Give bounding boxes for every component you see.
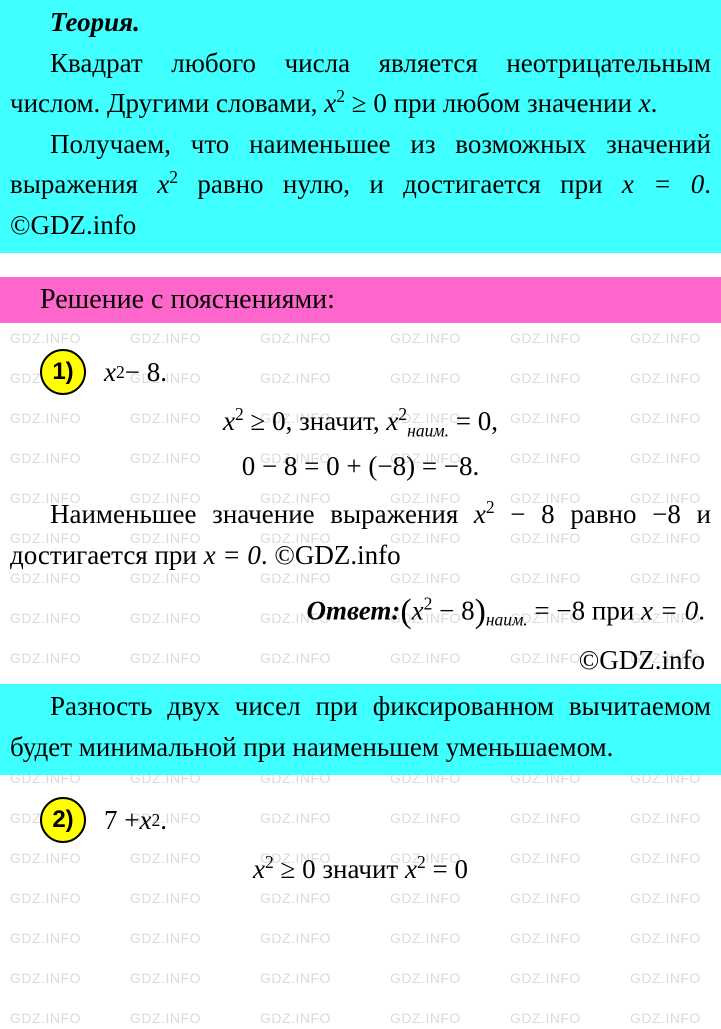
item-1-explain: Наименьшее значение выражения x2 − 8 рав… — [10, 494, 711, 575]
item-1: 1) x2 − 8. x2 ≥ 0, значит, x2наим. = 0, … — [0, 327, 721, 684]
item-1-line3: 0 − 8 = 0 + (−8) = −8. — [10, 446, 711, 487]
item-2: 2) 7 + x2. x2 ≥ 0 значит x2 = 0 — [0, 775, 721, 898]
math-sub: наим. — [407, 420, 449, 440]
item-1-answer: Ответ:(x2 − 8)наим. = −8 при x = 0. — [10, 587, 711, 638]
math-exp: 2 — [336, 86, 345, 106]
math-eq: = 0, — [449, 406, 498, 436]
math-var: x — [157, 169, 169, 199]
math-var: x — [405, 854, 417, 884]
math-tail: − 8. — [125, 352, 167, 393]
item-1-line2: x2 ≥ 0, значит, x2наим. = 0, — [10, 401, 711, 442]
text: при — [585, 595, 641, 625]
math-sub: наим. — [486, 610, 528, 630]
math-var: x — [104, 352, 116, 393]
math-var: x — [139, 800, 151, 841]
math-geq: ≥ 0 — [345, 88, 387, 118]
theory-p1: Квадрат любого числа является неотрицате… — [10, 43, 711, 124]
solution-header-text: Решение с пояснениями: — [40, 284, 335, 315]
item-2-header: 2) 7 + x2. — [10, 797, 711, 843]
math-var: x — [324, 88, 336, 118]
text: . — [651, 88, 658, 118]
math-eq: = 0 — [426, 854, 468, 884]
math-var: x — [386, 406, 398, 436]
note-block: Разность двух чисел при фиксированном вы… — [0, 684, 721, 775]
math-dot: . — [160, 800, 167, 841]
note-text: Разность двух чисел при фиксированном вы… — [10, 686, 711, 767]
text: Наименьшее значение выражения — [50, 499, 474, 529]
math-var: x — [639, 88, 651, 118]
math-var: x — [474, 499, 486, 529]
text: при любом значении — [387, 88, 639, 118]
text: равно нулю, и достигается при — [178, 169, 622, 199]
math-exp: 2 — [235, 404, 244, 424]
math-exp: 2 — [169, 167, 178, 187]
math-eq: x = 0 — [204, 540, 261, 570]
text: значит — [316, 854, 405, 884]
badge-1: 1) — [40, 349, 86, 395]
copyright: ©GDZ.info — [10, 640, 711, 681]
text: . — [698, 595, 705, 625]
math-text: 7 + — [104, 800, 139, 841]
text: значит, — [292, 406, 386, 436]
math-exp: 2 — [398, 404, 407, 424]
math-exp: 2 — [486, 497, 495, 517]
badge-2: 2) — [40, 797, 86, 843]
theory-block: Теория. Квадрат любого числа является не… — [0, 0, 721, 253]
math-var: x — [253, 854, 265, 884]
math-var: x — [412, 595, 424, 625]
math-exp: 2 — [265, 852, 274, 872]
math-geq: ≥ 0, — [244, 406, 293, 436]
math-eq: x = 0 — [641, 595, 698, 625]
math-eq: = −8 — [528, 595, 585, 625]
math-var: x — [223, 406, 235, 436]
answer-label: Ответ: — [307, 595, 401, 625]
theory-p2: Получаем, что наименьшее из возможных зн… — [10, 124, 711, 246]
solution-header: Решение с пояснениями: — [0, 277, 721, 323]
item-2-line2: x2 ≥ 0 значит x2 = 0 — [10, 849, 711, 890]
item-1-header: 1) x2 − 8. — [10, 349, 711, 395]
math-minus: − 8 — [432, 595, 474, 625]
math-geq: ≥ 0 — [274, 854, 316, 884]
theory-title: Теория. — [50, 2, 711, 43]
math-exp: 2 — [417, 852, 426, 872]
math-eq: x = 0 — [622, 169, 704, 199]
text: . ©GDZ.info — [261, 540, 401, 570]
